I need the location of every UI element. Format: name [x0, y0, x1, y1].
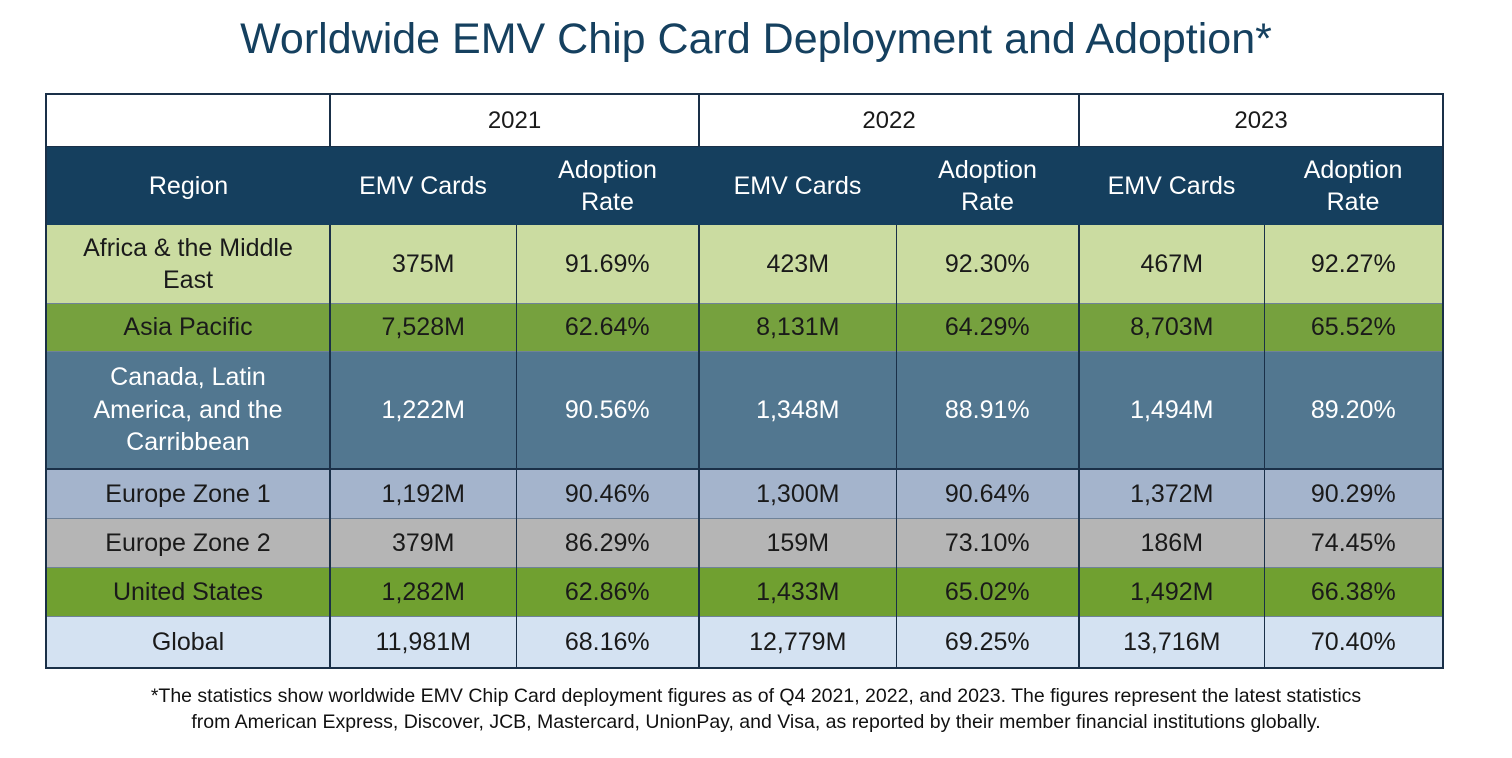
adoption-rate-cell-2023: 90.29% [1263, 468, 1444, 519]
adoption-rate-cell-2022: 88.91% [895, 351, 1080, 469]
column-header-emv-cards: EMV Cards [1079, 146, 1265, 225]
adoption-label-line1: Adoption [558, 155, 657, 184]
footnote: *The statistics show worldwide EMV Chip … [0, 684, 1512, 735]
emv-table: 2021 2022 2023 Region EMV Cards Adoption… [45, 93, 1445, 669]
emv-cards-cell-2023: 1,372M [1078, 468, 1265, 519]
adoption-rate-cell-2021: 62.86% [515, 567, 700, 617]
year-header-blank [46, 94, 330, 147]
emv-cards-cell-2021: 1,222M [329, 351, 516, 469]
adoption-label-line2: Rate [1326, 188, 1380, 216]
emv-cards-cell-2022: 1,300M [698, 468, 897, 519]
emv-cards-cell-2022: 8,131M [698, 303, 897, 352]
column-header-adoption-rate: Adoption Rate [896, 146, 1080, 225]
adoption-rate-cell-2023: 89.20% [1263, 351, 1444, 469]
chart-title: Worldwide EMV Chip Card Deployment and A… [240, 15, 1272, 63]
region-cell: Asia Pacific [46, 303, 330, 352]
footnote-line2: from American Express, Discover, JCB, Ma… [191, 710, 1321, 733]
year-header-2023: 2023 [1078, 94, 1444, 147]
emv-cards-cell-2023: 467M [1078, 225, 1265, 304]
adoption-rate-cell-2023: 65.52% [1263, 303, 1444, 352]
emv-cards-cell-2021: 11,981M [329, 616, 516, 668]
adoption-rate-cell-2023: 66.38% [1263, 567, 1444, 617]
emv-cards-cell-2021: 1,192M [329, 468, 516, 519]
adoption-rate-cell-2023: 74.45% [1263, 518, 1444, 568]
table-row-united-states: United States 1,282M 62.86% 1,433M 65.02% 1,4… [46, 567, 1444, 617]
emv-cards-cell-2023: 1,494M [1078, 351, 1265, 469]
adoption-rate-cell-2021: 90.46% [515, 468, 700, 519]
footnote-line1: *The statistics show worldwide EMV Chip … [150, 685, 1362, 707]
column-header-emv-cards: EMV Cards [330, 146, 516, 225]
adoption-rate-cell-2022: 90.64% [895, 468, 1080, 519]
emv-cards-cell-2022: 159M [698, 518, 897, 568]
column-header-adoption-rate: Adoption Rate [1264, 146, 1444, 225]
adoption-rate-cell-2021: 90.56% [515, 351, 700, 469]
emv-cards-cell-2023: 13,716M [1078, 616, 1265, 668]
table-row-asia-pacific: Asia Pacific 7,528M 62.64% 8,131M 64.29% 8,70… [46, 303, 1444, 352]
emv-cards-cell-2021: 375M [329, 225, 516, 304]
emv-cards-cell-2022: 12,779M [698, 616, 897, 668]
region-cell: Europe Zone 1 [46, 468, 330, 519]
column-header-emv-cards: EMV Cards [699, 146, 897, 225]
adoption-rate-cell-2021: 68.16% [515, 616, 700, 668]
region-cell: United States [46, 567, 330, 617]
year-header-2021: 2021 [328, 94, 700, 147]
region-cell: Global [46, 616, 330, 668]
emv-cards-cell-2022: 1,348M [698, 351, 897, 469]
adoption-rate-cell-2022: 69.25% [895, 616, 1080, 668]
column-header-row: Region EMV Cards Adoption Rate EMV Cards … [46, 146, 1444, 225]
region-cell: Canada, Latin America, and the Carribbea… [46, 351, 330, 469]
region-cell: Africa & the Middle East [46, 225, 330, 304]
table-row-europe-zone-1: Europe Zone 1 1,192M 90.46% 1,300M 90.64% 1,3… [46, 468, 1444, 519]
table-row-canada-latam-caribbean: Canada, Latin America, and the Carribbea… [46, 351, 1444, 469]
adoption-rate-cell-2023: 92.27% [1263, 225, 1444, 304]
adoption-rate-cell-2022: 65.02% [895, 567, 1080, 617]
emv-cards-cell-2021: 7,528M [329, 303, 516, 352]
emv-cards-cell-2021: 379M [329, 518, 516, 568]
adoption-rate-cell-2021: 91.69% [515, 225, 700, 304]
emv-cards-cell-2022: 423M [698, 225, 897, 304]
emv-cards-cell-2022: 1,433M [698, 567, 897, 617]
emv-cards-cell-2023: 1,492M [1078, 567, 1265, 617]
emv-cards-cell-2023: 8,703M [1078, 303, 1265, 352]
adoption-label-line2: Rate [581, 188, 634, 216]
region-cell: Europe Zone 2 [46, 518, 330, 568]
emv-cards-cell-2023: 186M [1078, 518, 1265, 568]
adoption-label-line2: Rate [961, 188, 1014, 216]
table-row-global: Global 11,981M 68.16% 12,779M 69.25% 13,716M 7… [46, 616, 1444, 668]
table-row-europe-zone-2: Europe Zone 2 379M 86.29% 159M 73.10% 186M 74.… [46, 518, 1444, 568]
year-header-row: 2021 2022 2023 [46, 94, 1444, 147]
year-header-2022: 2022 [698, 94, 1080, 147]
adoption-rate-cell-2021: 62.64% [515, 303, 700, 352]
adoption-label-line1: Adoption [938, 155, 1037, 184]
adoption-rate-cell-2022: 92.30% [895, 225, 1080, 304]
adoption-rate-cell-2023: 70.40% [1263, 616, 1444, 668]
emv-cards-cell-2021: 1,282M [329, 567, 516, 617]
adoption-rate-cell-2021: 86.29% [515, 518, 700, 568]
column-header-adoption-rate: Adoption Rate [516, 146, 700, 225]
column-header-region: Region [46, 146, 330, 225]
table-row-africa-middle-east: Africa & the Middle East 375M 91.69% 423M 92… [46, 225, 1444, 304]
adoption-rate-cell-2022: 64.29% [895, 303, 1080, 352]
adoption-label-line1: Adoption [1303, 155, 1403, 184]
adoption-rate-cell-2022: 73.10% [895, 518, 1080, 568]
